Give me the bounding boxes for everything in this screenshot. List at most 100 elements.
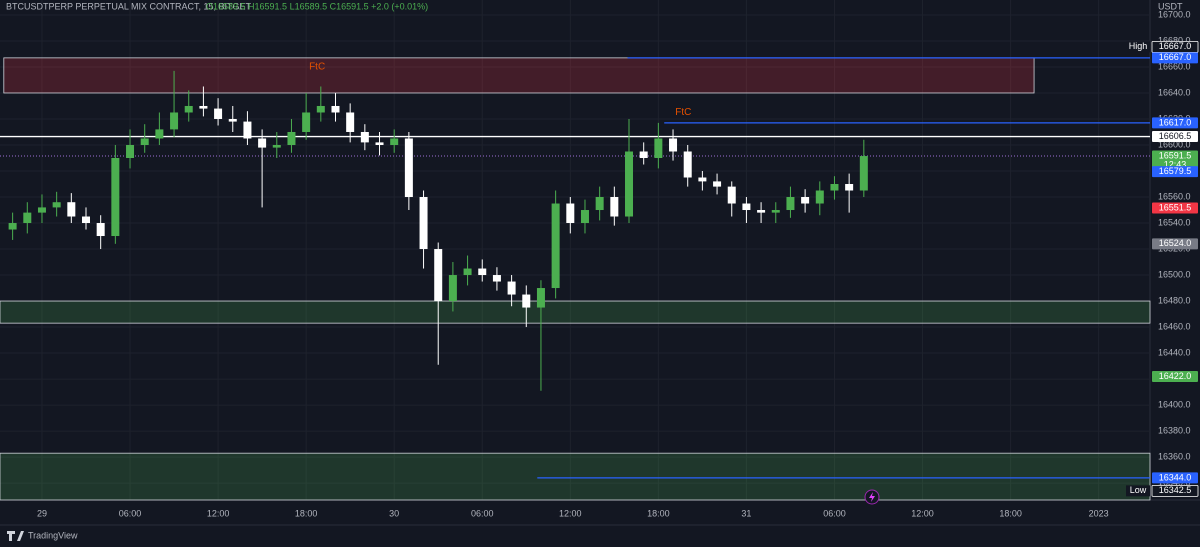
price-tag: [1152, 472, 1198, 484]
price-tag: [1152, 117, 1198, 129]
candle-body: [346, 112, 355, 132]
x-tick-label: 06:00: [471, 508, 494, 518]
candle-body: [67, 202, 76, 217]
x-tick-label: 12:00: [911, 508, 934, 518]
zone: [0, 452, 1151, 501]
price-tag: [1152, 150, 1198, 171]
candle-body: [683, 151, 692, 178]
candle-body: [82, 216, 91, 224]
candle-body: [23, 212, 32, 224]
candle-body: [199, 105, 208, 109]
price-tag-label: 16667.0: [1159, 52, 1192, 62]
y-tick-label: 16460.0: [1158, 321, 1191, 331]
candle-body: [404, 138, 413, 198]
price-tag: [1152, 202, 1198, 214]
x-tick-label: 18:00: [999, 508, 1022, 518]
candle-body: [801, 197, 810, 204]
ohlc-readout: O16589.5 H16591.5 L16589.5 C16591.5 +2.0…: [206, 1, 428, 11]
candle-body: [771, 210, 780, 213]
candle-body: [243, 121, 252, 139]
y-tick-label: 16660.0: [1158, 61, 1191, 71]
candle-body: [287, 131, 296, 145]
annotation: FtC: [675, 107, 691, 118]
candle-body: [316, 105, 325, 113]
zone: [0, 300, 1151, 324]
candle-body: [757, 210, 766, 213]
price-tag-label: 16422.0: [1159, 371, 1192, 381]
candle-body: [302, 112, 311, 132]
price-tag-name-box: [1126, 41, 1150, 53]
x-tick-label: 18:00: [295, 508, 318, 518]
price-tag-label: 16617.0: [1159, 117, 1192, 127]
x-tick-label: 31: [741, 508, 751, 518]
plot: FtC FtC: [0, 0, 1151, 501]
y-tick-label: 16360.0: [1158, 451, 1191, 461]
symbol-title: BTCUSDTPERP PERPETUAL MIX CONTRACT, 15, …: [6, 1, 252, 11]
y-tick-label: 16400.0: [1158, 399, 1191, 409]
x-tick-label: 18:00: [647, 508, 670, 518]
candle-body: [375, 142, 384, 145]
price-tag: [1152, 238, 1198, 250]
candle-body: [815, 190, 824, 204]
candle-body: [52, 202, 61, 208]
candle-body: [155, 129, 164, 139]
candle-body: [8, 223, 17, 230]
y-tick-label: 16640.0: [1158, 87, 1191, 97]
price-tag-name: High: [1129, 41, 1148, 51]
price-tag: [1152, 131, 1198, 143]
candle-body: [214, 108, 223, 119]
candle-body: [419, 197, 428, 250]
x-tick-label: 12:00: [207, 508, 230, 518]
price-tag-label: 16606.5: [1159, 131, 1192, 141]
candle-body: [360, 131, 369, 143]
y-tick-label: 16540.0: [1158, 217, 1191, 227]
candle-body: [786, 197, 795, 211]
candle-body: [595, 197, 604, 211]
x-tick-label: 06:00: [823, 508, 846, 518]
brand-logo: [7, 531, 24, 541]
zone: [3, 57, 1035, 94]
candle-body: [610, 197, 619, 217]
candle-body: [258, 138, 267, 148]
alert-bolt[interactable]: [869, 492, 875, 502]
y-tick-label: 16600.0: [1158, 139, 1191, 149]
candle-body: [727, 186, 736, 204]
logo-mark: [7, 531, 24, 541]
candle-body: [228, 118, 237, 122]
candle-body: [551, 203, 560, 289]
candle-body: [140, 138, 149, 145]
annotation: FtC: [309, 62, 325, 73]
price-tag-label: 16667.0: [1159, 41, 1192, 51]
candle-body: [669, 138, 678, 152]
y-tick-label: 16480.0: [1158, 295, 1191, 305]
candle-body: [111, 157, 120, 237]
x-tick-label: 12:00: [559, 508, 582, 518]
candle-body: [845, 184, 854, 191]
candle-body: [522, 294, 531, 308]
price-tag: [1151, 484, 1199, 497]
price-tag-name: Low: [1130, 485, 1147, 495]
candle-body: [448, 275, 457, 302]
candle-body: [478, 268, 487, 276]
candle-body: [272, 144, 281, 148]
candle-body: [654, 138, 663, 158]
candle-body: [580, 210, 589, 224]
x-tick-label: 06:00: [119, 508, 142, 518]
alert-icon[interactable]: [864, 489, 880, 505]
price-tag: [1152, 166, 1198, 178]
currency-label: USDT: [1158, 1, 1183, 11]
candle-body: [742, 203, 751, 211]
candle-body: [331, 105, 340, 113]
brand-name: TradingView: [28, 530, 78, 540]
candle-body: [434, 249, 443, 302]
candle-body: [698, 177, 707, 182]
y-tick-label: 16440.0: [1158, 347, 1191, 357]
price-tag-label: 16344.0: [1159, 472, 1192, 482]
price-tag-label: 16342.5: [1159, 485, 1192, 495]
candle-body: [170, 112, 179, 130]
price-tag-label: 16591.5: [1159, 150, 1192, 160]
y-tick-label: 16560.0: [1158, 191, 1191, 201]
candle-body: [713, 181, 722, 187]
